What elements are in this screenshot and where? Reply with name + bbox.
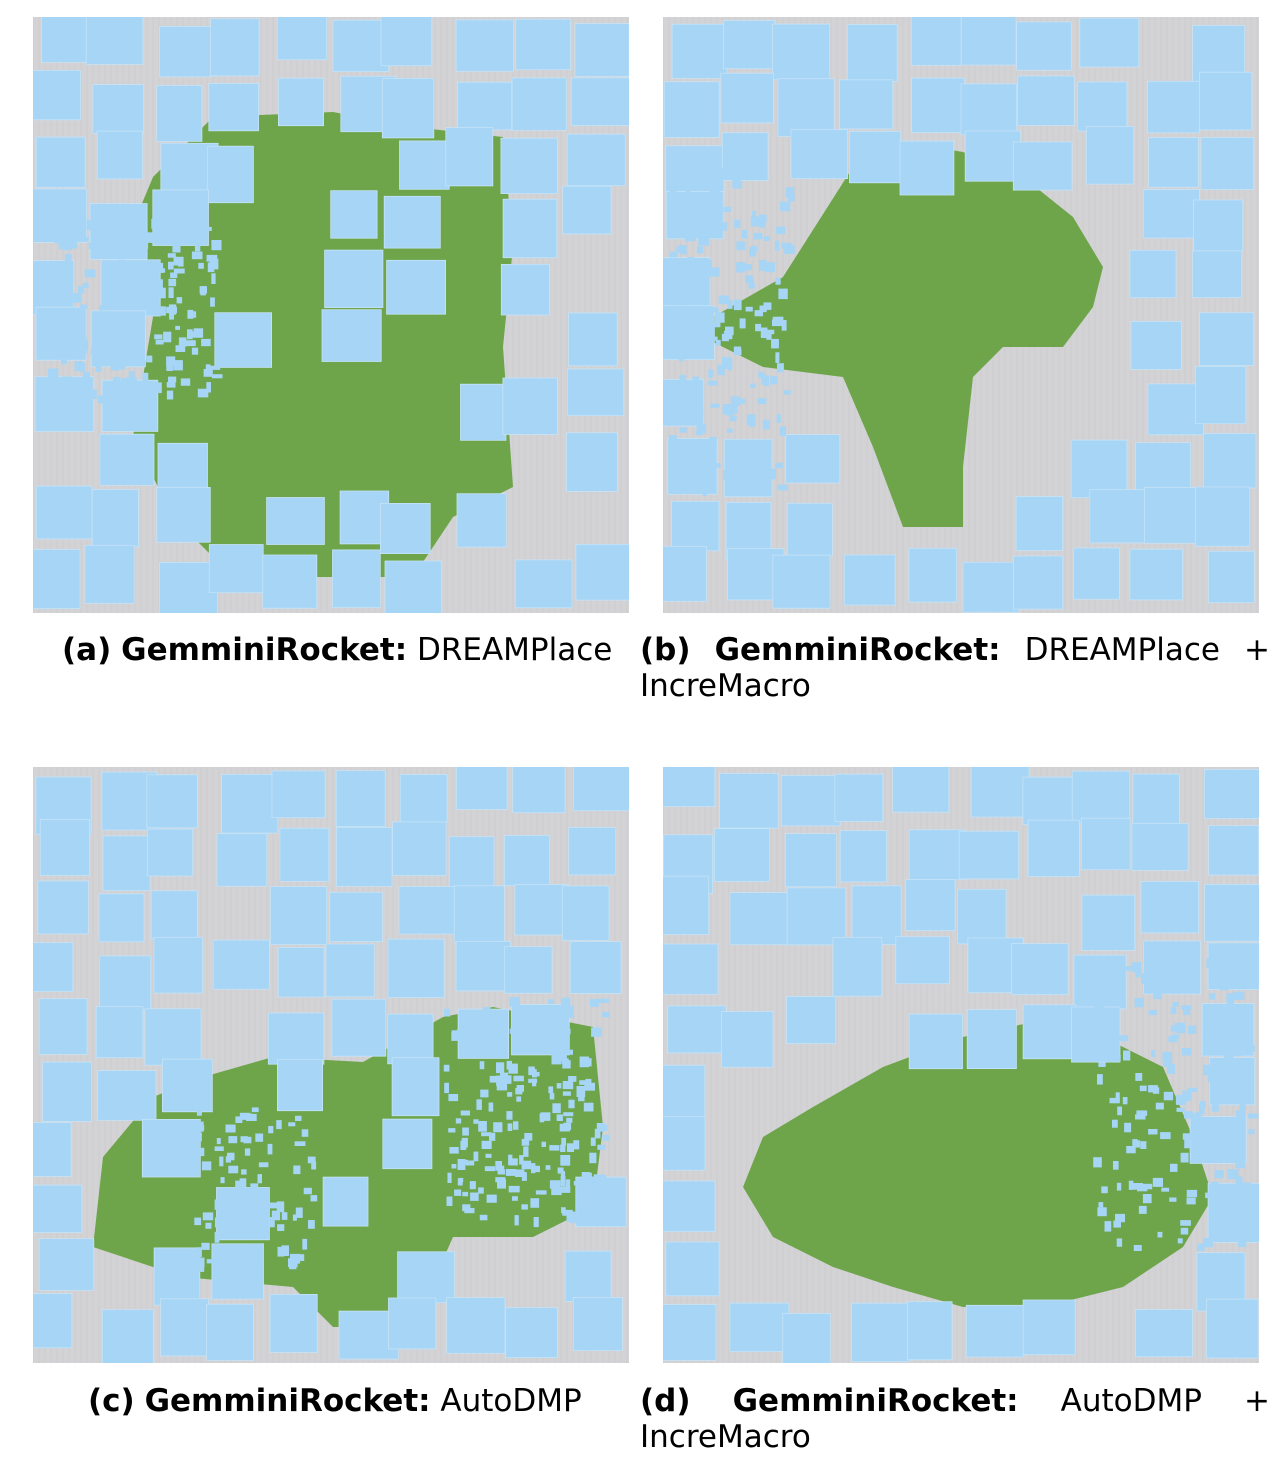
caption-c-design: GemminiRocket: xyxy=(144,1383,431,1419)
placement-image-a xyxy=(33,17,629,613)
caption-a-design: GemminiRocket: xyxy=(121,632,408,668)
caption-c-label: (c) xyxy=(88,1383,135,1419)
caption-d-plus: + xyxy=(1243,1383,1270,1419)
caption-d: (d) GemminiRocket: AutoDMP + IncreMacro xyxy=(640,1383,1270,1455)
caption-d-design: GemminiRocket: xyxy=(732,1383,1019,1419)
placement-image-c xyxy=(33,767,629,1363)
caption-b-line2: IncreMacro xyxy=(640,668,811,704)
caption-c-method: AutoDMP xyxy=(440,1383,582,1419)
caption-a: (a) GemminiRocket: DREAMPlace xyxy=(62,632,622,668)
caption-d-label: (d) xyxy=(640,1383,691,1419)
caption-b: (b) GemminiRocket: DREAMPlace + IncreMac… xyxy=(640,632,1270,704)
caption-b-design: GemminiRocket: xyxy=(714,632,1001,668)
placement-image-d xyxy=(663,767,1259,1363)
caption-b-method: DREAMPlace xyxy=(1024,632,1220,668)
caption-a-label: (a) xyxy=(62,632,112,668)
caption-b-label: (b) xyxy=(640,632,691,668)
caption-a-method: DREAMPlace xyxy=(416,632,613,668)
caption-c: (c) GemminiRocket: AutoDMP xyxy=(88,1383,628,1419)
caption-d-line2: IncreMacro xyxy=(640,1419,811,1455)
placement-image-b xyxy=(663,17,1259,613)
caption-d-method: AutoDMP xyxy=(1060,1383,1202,1419)
caption-b-plus: + xyxy=(1244,632,1270,668)
